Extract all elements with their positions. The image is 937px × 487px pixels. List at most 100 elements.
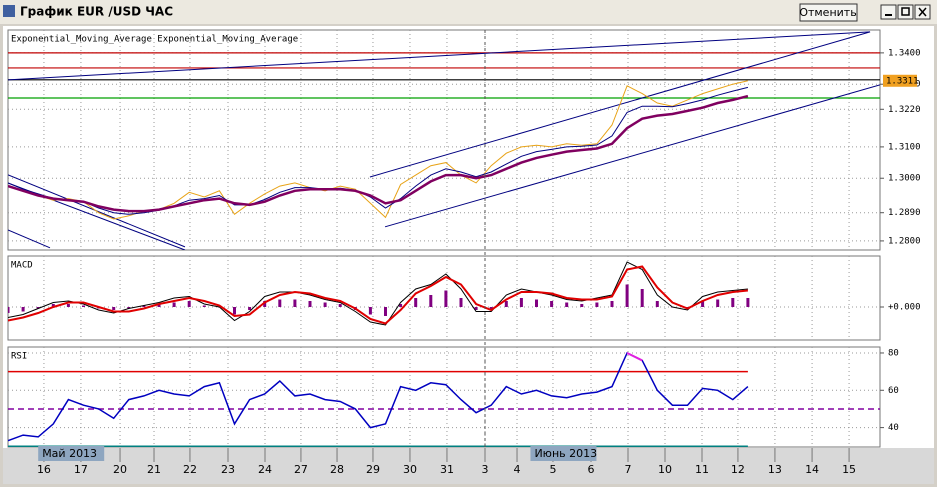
- histogram-bar: [535, 299, 538, 307]
- panel-title: MACD: [11, 261, 33, 271]
- histogram-bar: [550, 301, 554, 307]
- panel-frame: [7, 255, 881, 341]
- histogram-bar: [157, 304, 161, 307]
- series-line: [8, 265, 748, 325]
- maximize-button[interactable]: [897, 4, 914, 20]
- series-line: [8, 86, 749, 215]
- histogram-bar: [36, 307, 40, 309]
- histogram-bar: [142, 305, 146, 307]
- histogram-bar: [519, 298, 523, 307]
- plot: [8, 256, 880, 340]
- period-label: Июнь 2013: [534, 447, 597, 460]
- histogram-bar: [384, 307, 387, 316]
- x-tick-label: 20: [113, 463, 127, 476]
- x-tick-label: 27: [294, 463, 308, 476]
- series-line: [8, 351, 749, 442]
- x-tick-label: 3: [482, 463, 489, 476]
- panel-frame: [7, 29, 881, 251]
- histogram-bar: [414, 298, 418, 307]
- x-tick-label: 16: [37, 463, 51, 476]
- histogram-bar: [323, 302, 327, 307]
- x-tick-label: 12: [731, 463, 745, 476]
- y-tick-label: 60: [888, 386, 899, 396]
- histogram-bar: [489, 307, 493, 310]
- histogram-bar: [565, 302, 569, 307]
- histogram-bar: [640, 289, 644, 307]
- x-tick-label: 23: [221, 463, 235, 476]
- histogram-bar: [293, 299, 297, 307]
- trend-line: [384, 84, 880, 228]
- histogram-bar: [82, 305, 85, 307]
- y-tick-label: 40: [888, 423, 899, 433]
- x-tick-label: 22: [183, 463, 197, 476]
- histogram-bar: [716, 299, 720, 307]
- histogram-bar: [655, 301, 659, 307]
- histogram-bar: [187, 301, 191, 307]
- y-tick-label: 1.3000: [888, 174, 921, 184]
- histogram-bar: [368, 307, 372, 315]
- x-tick-label: 29: [366, 463, 380, 476]
- trend-line: [8, 229, 51, 249]
- histogram-bar: [504, 301, 508, 307]
- x-tick-label: 11: [695, 463, 709, 476]
- panel-frame: [7, 346, 881, 448]
- x-tick-label: 7: [625, 463, 632, 476]
- histogram-bar: [746, 298, 750, 307]
- histogram-bar: [399, 304, 403, 307]
- histogram-bar: [263, 301, 267, 307]
- x-tick-label: 30: [403, 463, 417, 476]
- histogram-bar: [248, 307, 252, 310]
- x-tick-label: 31: [440, 463, 454, 476]
- app-icon: [3, 5, 15, 17]
- cancel-button-label[interactable]: Отменить: [799, 6, 856, 19]
- y-tick-label: 1.2890: [888, 208, 921, 218]
- histogram-bar: [8, 307, 10, 313]
- histogram-bar: [338, 304, 342, 307]
- time-axis: [3, 448, 934, 484]
- histogram-bar: [610, 301, 614, 307]
- x-tick-label: 5: [549, 463, 556, 476]
- histogram-bar: [731, 298, 735, 307]
- panel-title: Exponential_Moving_Average Exponential_M…: [11, 35, 298, 45]
- series-line: [8, 261, 748, 326]
- histogram-bar: [595, 302, 599, 307]
- window-controls: [880, 4, 931, 20]
- histogram-bar: [459, 298, 463, 307]
- period-label-box: [530, 446, 597, 461]
- histogram-bar: [278, 299, 282, 307]
- y-tick-label: +0.000: [888, 303, 921, 313]
- y-tick-label: 1.3400: [888, 48, 921, 58]
- minimize-button[interactable]: [880, 4, 897, 20]
- period-label: Май 2013: [42, 447, 97, 460]
- x-tick-label: 10: [658, 463, 672, 476]
- y-tick-label: 80: [888, 348, 899, 358]
- overbought-segment: [626, 352, 643, 362]
- histogram-bar: [112, 307, 116, 310]
- x-tick-label: 24: [258, 463, 272, 476]
- last-price-box: [883, 74, 917, 87]
- window-title: График EUR /USD ЧАС: [20, 5, 173, 19]
- x-tick-label: 14: [805, 463, 819, 476]
- y-tick-label: 1.3100: [888, 142, 921, 152]
- y-tick-label: 1.3220: [888, 105, 921, 115]
- cancel-button[interactable]: [799, 3, 858, 22]
- title-bar: [0, 0, 937, 24]
- x-tick-label: 17: [74, 463, 88, 476]
- y-tick-label: 1.2800: [888, 236, 921, 246]
- histogram-bar: [21, 307, 25, 312]
- last-price-label: 1.3311: [886, 76, 919, 86]
- x-tick-label: 6: [588, 463, 595, 476]
- histogram-bar: [474, 307, 478, 310]
- histogram-bar: [202, 305, 206, 307]
- x-tick-label: 21: [147, 463, 161, 476]
- maximize-icon: [901, 7, 910, 16]
- histogram-bar: [308, 301, 312, 307]
- panel-title: RSI: [11, 352, 27, 362]
- histogram-bar: [625, 284, 629, 307]
- histogram-bar: [66, 304, 70, 307]
- close-icon: [918, 7, 927, 17]
- plot: [8, 347, 880, 447]
- histogram-bar: [580, 304, 584, 307]
